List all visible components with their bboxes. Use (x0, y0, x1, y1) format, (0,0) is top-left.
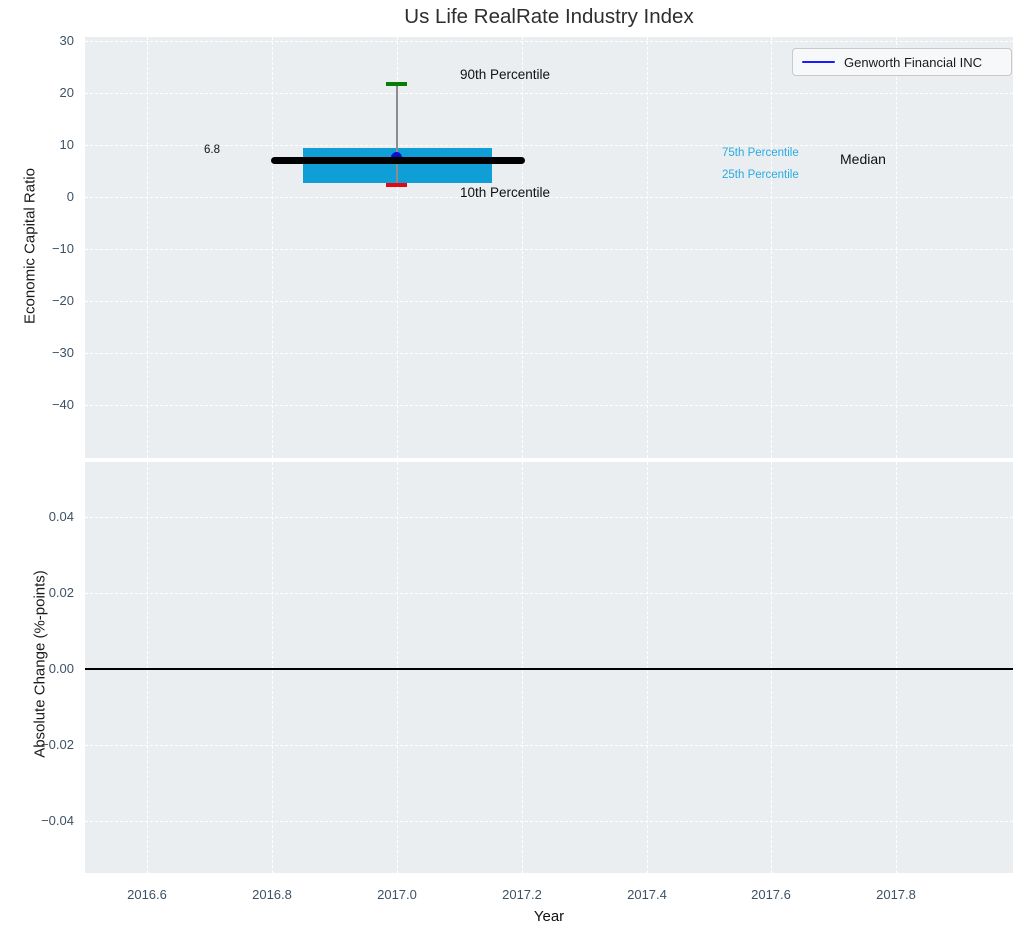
x-tick-label: 2017.4 (627, 887, 667, 902)
gridline-v (522, 37, 523, 458)
y-tick-label: 0 (66, 189, 74, 204)
gridline-h (85, 249, 1013, 250)
legend: Genworth Financial INC (792, 48, 1012, 76)
x-tick-label: 2017.6 (751, 887, 791, 902)
x-tick-label: 2016.6 (127, 887, 167, 902)
p90-label: 90th Percentile (460, 67, 551, 82)
gridline-v (272, 462, 273, 873)
gridline-v (771, 37, 772, 458)
gridline-v (272, 37, 273, 458)
gridline-h (85, 353, 1013, 354)
legend-line-sample (802, 60, 835, 64)
gridline-v (522, 462, 523, 873)
gridline-v (647, 37, 648, 458)
gridline-v (647, 462, 648, 873)
gridline-h (85, 745, 1013, 746)
median-line (271, 157, 525, 164)
top-plot-area: 6.8 90th Percentile 10th Percentile 75th… (85, 37, 1013, 458)
p75-label: 75th Percentile (722, 147, 799, 159)
y-tick-label: 0.04 (48, 509, 74, 524)
y-tick-label: 20 (59, 85, 74, 100)
gridline-h (85, 301, 1013, 302)
y-tick-label: −20 (51, 293, 74, 308)
gridline-h (85, 41, 1013, 42)
p10-label: 10th Percentile (460, 185, 551, 200)
y-tick-label: 30 (59, 33, 74, 48)
gridline-h (85, 593, 1013, 594)
y-tick-label: −40 (51, 397, 74, 412)
y-tick-label: 0.02 (48, 585, 74, 600)
y-tick-label: −10 (51, 241, 74, 256)
whisker-line (396, 83, 398, 185)
x-tick-label: 2016.8 (252, 887, 292, 902)
y-tick-label: −0.02 (41, 737, 74, 752)
y-tick-label: −0.04 (41, 813, 74, 828)
y-tick-label: −30 (51, 345, 74, 360)
p25-label: 25th Percentile (722, 169, 799, 181)
top-y-axis-label: Economic Capital Ratio (21, 168, 39, 324)
gridline-h (85, 93, 1013, 94)
x-axis-label: Year (533, 908, 565, 925)
gridline-h (85, 145, 1013, 146)
gridline-v (896, 462, 897, 873)
p10-cap (386, 183, 407, 187)
gridline-h (85, 517, 1013, 518)
gridline-v (896, 37, 897, 458)
y-tick-label: 10 (59, 137, 74, 152)
x-tick-label: 2017.8 (876, 887, 916, 902)
gridline-h (85, 197, 1013, 198)
bottom-y-axis-label: Absolute Change (%-points) (31, 570, 49, 758)
x-tick-label: 2017.2 (502, 887, 542, 902)
chart-title: Us Life RealRate Industry Index (404, 5, 694, 28)
legend-label: Genworth Financial INC (844, 54, 982, 70)
bottom-plot-area (85, 462, 1013, 873)
median-value-label: 6.8 (204, 144, 220, 156)
gridline-v (771, 462, 772, 873)
x-tick-label: 2017.0 (377, 887, 417, 902)
y-tick-label: 0.00 (48, 661, 74, 676)
gridline-v (397, 462, 398, 873)
zero-line (85, 668, 1013, 670)
gridline-h (85, 821, 1013, 822)
median-text-label: Median (840, 151, 886, 167)
p90-cap (386, 82, 407, 86)
gridline-v (147, 37, 148, 458)
gridline-h (85, 405, 1013, 406)
gridline-v (397, 37, 398, 458)
gridline-v (147, 462, 148, 873)
